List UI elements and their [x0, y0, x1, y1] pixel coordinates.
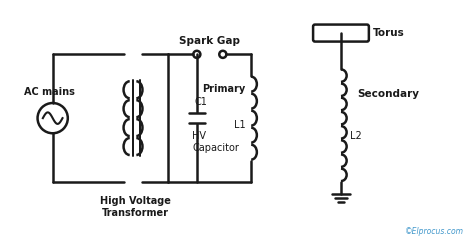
Text: AC mains: AC mains — [24, 87, 75, 97]
Text: Secondary: Secondary — [357, 89, 419, 99]
Text: ©Elprocus.com: ©Elprocus.com — [405, 227, 464, 236]
Text: High Voltage
Transformer: High Voltage Transformer — [100, 196, 171, 218]
Text: HV
Capacitor: HV Capacitor — [192, 131, 239, 153]
Text: Spark Gap: Spark Gap — [179, 36, 240, 46]
Text: Primary: Primary — [202, 84, 246, 94]
Text: Torus: Torus — [373, 28, 404, 38]
Text: L1: L1 — [234, 120, 246, 130]
Text: L2: L2 — [350, 131, 362, 141]
FancyBboxPatch shape — [313, 25, 369, 42]
Text: C1: C1 — [194, 97, 207, 107]
